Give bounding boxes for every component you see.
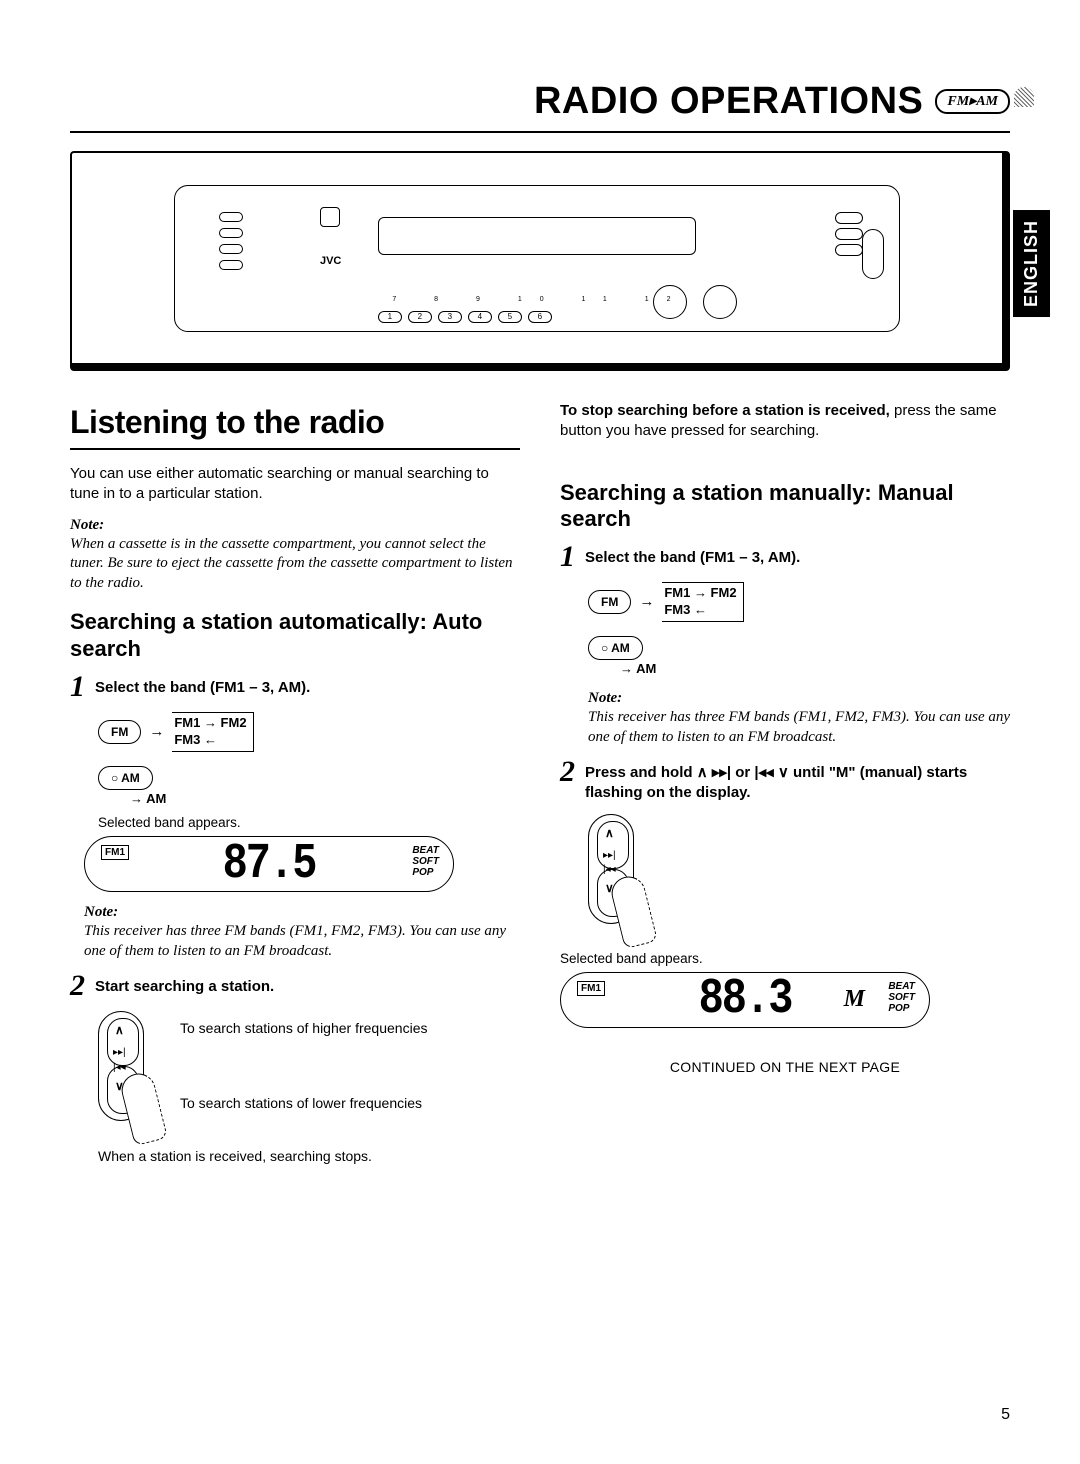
fm-button-icon: FM (588, 590, 631, 614)
step-2: 2 Start searching a station. (70, 971, 520, 1001)
lcd-band: FM1 (101, 845, 129, 861)
radio-unit-figure: JVC 7 8 9 10 11 12 123456 (70, 151, 1010, 371)
knob-icon (653, 285, 687, 319)
fm-cycle-bot: FM3 ← (664, 602, 736, 619)
rewind-icon: |◂◂ (113, 1061, 126, 1075)
step-text: Select the band (FM1 – 3, AM). (95, 672, 310, 702)
knob-icon (703, 285, 737, 319)
language-tab: ENGLISH (1013, 210, 1050, 317)
up-chevron-icon: ∧ (605, 825, 614, 841)
note-label: Note: (84, 902, 520, 922)
left-column: Listening to the radio You can use eithe… (70, 401, 520, 1166)
step-number: 1 (560, 542, 575, 572)
rewind-icon: |◂◂ (603, 863, 616, 877)
channel-numbers: 7 8 9 10 11 12 (392, 296, 688, 303)
finger-press-icon (118, 1070, 168, 1146)
note-label: Note: (588, 688, 1010, 708)
selected-band-caption: Selected band appears. (98, 814, 520, 832)
cassette-slot (378, 217, 696, 255)
note-label: Note: (70, 515, 520, 535)
note-body: This receiver has three FM bands (FM1, F… (588, 708, 1010, 747)
fm-button-icon: FM (98, 720, 141, 744)
body-columns: Listening to the radio You can use eithe… (70, 401, 1010, 1166)
fmam-badge: FM▸AM (935, 89, 1010, 114)
right-button-column (835, 212, 863, 256)
radio-faceplate: JVC 7 8 9 10 11 12 123456 (174, 185, 899, 332)
right-column: To stop searching before a station is re… (560, 401, 1010, 1166)
am-button-icon: ○ AM (98, 766, 153, 790)
lcd-display: FM1 88.3 M BEAT SOFT POP (560, 972, 930, 1028)
auto-search-title: Searching a station automatically: Auto … (70, 609, 520, 662)
page-number: 5 (1001, 1406, 1010, 1424)
fm-cycle-top: FM1 → FM2 (174, 715, 246, 732)
brand-label: JVC (320, 255, 341, 267)
received-text: When a station is received, searching st… (98, 1147, 520, 1166)
fm-cycle: FM1 → FM2 FM3 ← (662, 582, 743, 622)
step-text: Press and hold ∧ ▸▸| or |◂◂ ∨ until "M" … (585, 757, 1010, 804)
stop-bold: To stop searching before a station is re… (560, 402, 890, 419)
band-select-diagram: FM → FM1 → FM2 FM3 ← ○ AM → AM (588, 582, 868, 678)
step-text: Select the band (FM1 – 3, AM). (585, 542, 800, 572)
fm-cycle-bot: FM3 ← (174, 732, 246, 749)
step-1: 1 Select the band (FM1 – 3, AM). (560, 542, 1010, 572)
step-text: Start searching a station. (95, 971, 274, 1001)
note-body: When a cassette is in the cassette compa… (70, 535, 520, 594)
fast-forward-icon: ▸▸| (113, 1046, 126, 1060)
search-higher-label: To search stations of higher frequencies (180, 1019, 427, 1038)
step-number: 1 (70, 672, 85, 702)
note-body: This receiver has three FM bands (FM1, F… (84, 922, 520, 961)
manual-search-title: Searching a station manually: Manual sea… (560, 480, 1010, 533)
fast-forward-icon: ▸▸| (603, 849, 616, 863)
intro-text: You can use either automatic searching o… (70, 464, 520, 505)
rocker-diagram: ∧ ▸▸| |◂◂ ∨ To search stations of higher… (98, 1011, 520, 1141)
lcd-tags: BEAT SOFT POP (888, 981, 915, 1014)
left-button-column (219, 212, 243, 270)
am-arrow: → AM (130, 790, 378, 808)
step-number: 2 (70, 971, 85, 1001)
lcd-tags: BEAT SOFT POP (412, 845, 439, 878)
continued-text: CONTINUED ON THE NEXT PAGE (560, 1058, 1010, 1077)
lcd-display: FM1 87.5 BEAT SOFT POP (84, 836, 454, 892)
am-button-icon: ○ AM (588, 636, 643, 660)
step-number: 2 (560, 757, 575, 804)
up-chevron-icon: ∧ (115, 1022, 124, 1038)
step-2: 2 Press and hold ∧ ▸▸| or |◂◂ ∨ until "M… (560, 757, 1010, 804)
page-header: RADIO OPERATIONS FM▸AM (70, 80, 1010, 133)
stop-searching-text: To stop searching before a station is re… (560, 401, 1010, 442)
eject-button-icon (320, 207, 340, 227)
band-select-diagram: FM → FM1 → FM2 FM3 ← ○ AM → AM (98, 712, 378, 808)
tuning-rocker-icon (862, 229, 884, 279)
am-arrow: → AM (620, 660, 868, 678)
rocker-diagram: ∧ ▸▸| |◂◂ ∨ (588, 814, 658, 944)
fm-cycle-top: FM1 → FM2 (664, 585, 736, 602)
preset-buttons: 123456 (378, 311, 552, 323)
page-title: RADIO OPERATIONS (534, 80, 923, 123)
lcd-frequency: 88.3 (699, 966, 792, 1034)
finger-press-icon (608, 872, 658, 948)
fm-cycle: FM1 → FM2 FM3 ← (172, 712, 253, 752)
lcd-band: FM1 (577, 981, 605, 997)
lcd-manual-indicator: M (844, 983, 865, 1015)
step-1: 1 Select the band (FM1 – 3, AM). (70, 672, 520, 702)
search-lower-label: To search stations of lower frequencies (180, 1094, 427, 1113)
section-title: Listening to the radio (70, 401, 520, 450)
lcd-frequency: 87.5 (223, 830, 316, 898)
